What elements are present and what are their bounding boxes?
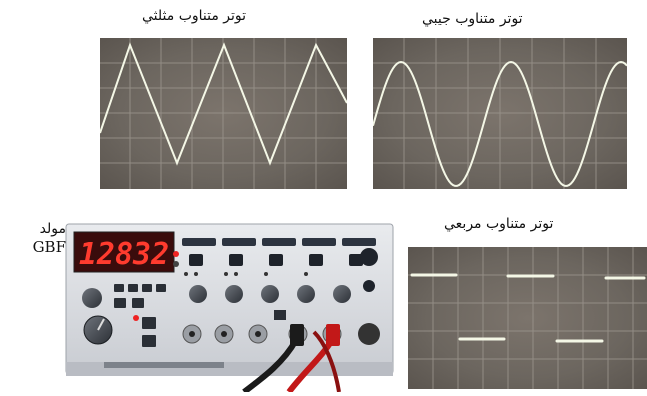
generator-label-code: GBF	[32, 238, 66, 256]
function-generator-illustration: 12832	[65, 223, 394, 395]
triangle-waveform	[100, 38, 347, 189]
oscilloscope-square-screen	[408, 247, 647, 389]
oscilloscope-sine-screen	[373, 38, 627, 189]
generator-label: مولد GBF	[26, 220, 66, 256]
oscilloscope-triangle-screen	[100, 38, 347, 189]
function-generator-device: 12832	[64, 222, 395, 395]
square-waveform	[408, 247, 647, 389]
frequency-display: 12832	[79, 237, 169, 272]
sine-waveform	[373, 38, 627, 189]
caption-sine: توتر متناوب جيبي	[422, 11, 523, 27]
caption-square: توتر متناوب مربعي	[444, 216, 554, 232]
generator-label-arabic: مولد	[39, 221, 66, 237]
caption-triangle: توتر متناوب مثلثي	[142, 8, 247, 24]
